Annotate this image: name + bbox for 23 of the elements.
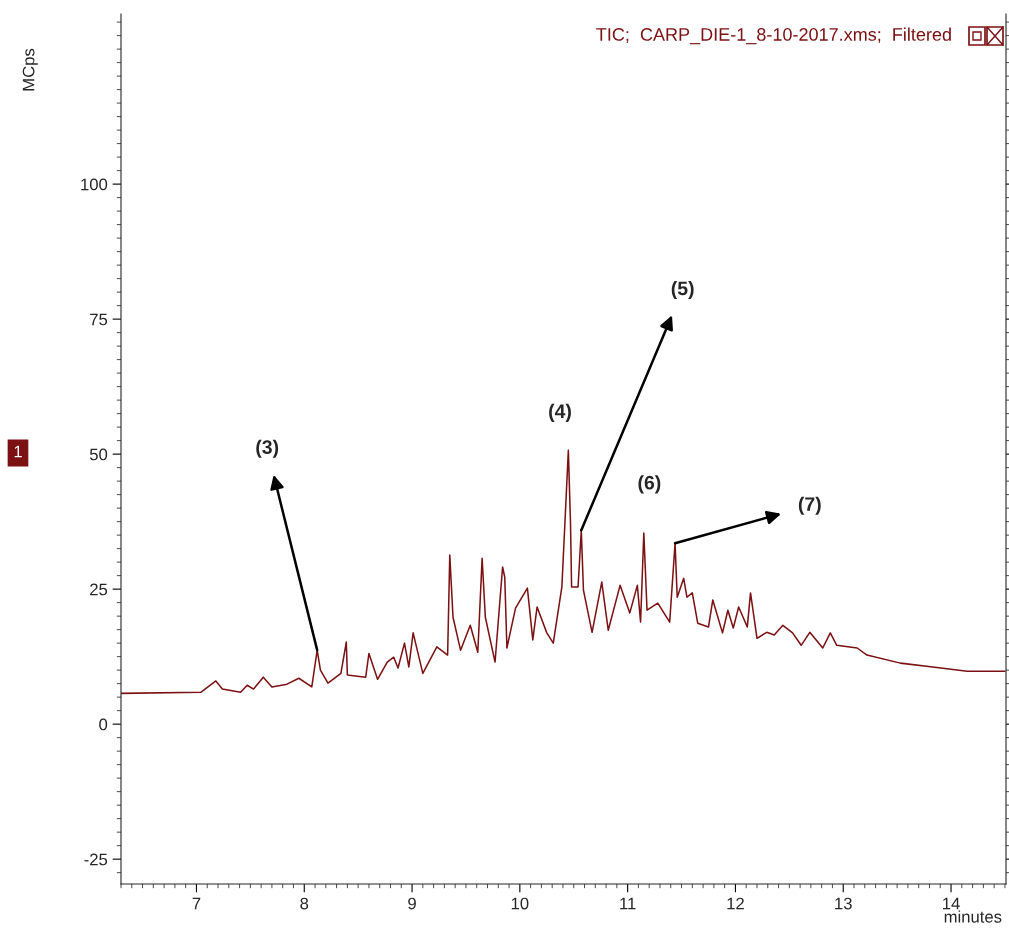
y-tick-label: 50	[89, 448, 108, 461]
x-tick-label: 8	[300, 897, 309, 910]
x-tick-label: 13	[835, 897, 852, 910]
text: 1	[14, 445, 22, 458]
annotation: (4)	[549, 403, 571, 422]
x-tick-label: 12	[727, 897, 744, 910]
x-tick-label: 11	[620, 897, 636, 910]
y-tick-label: 100	[81, 178, 108, 191]
annotation: (3)	[256, 439, 279, 458]
y-tick-label: -25	[84, 853, 108, 866]
x-axis-title: minutes	[944, 910, 1002, 923]
x-tick-label: 9	[408, 897, 416, 910]
x-tick-label: 10	[511, 897, 529, 910]
annotation: (7)	[798, 496, 821, 515]
y-tick-label: 0	[99, 718, 108, 731]
y-tick-label: 75	[90, 313, 108, 326]
x-tick-label: 14	[943, 897, 960, 910]
y-axis-title: MCps	[22, 48, 38, 91]
annotation: (5)	[671, 280, 694, 300]
text: TIC; CARP_DIE-1_8-10-2017.xms; Filtered	[596, 27, 951, 45]
annotation: (6)	[638, 475, 661, 494]
y-tick-label: 25	[90, 583, 108, 596]
x-tick-label: 7	[192, 897, 201, 910]
